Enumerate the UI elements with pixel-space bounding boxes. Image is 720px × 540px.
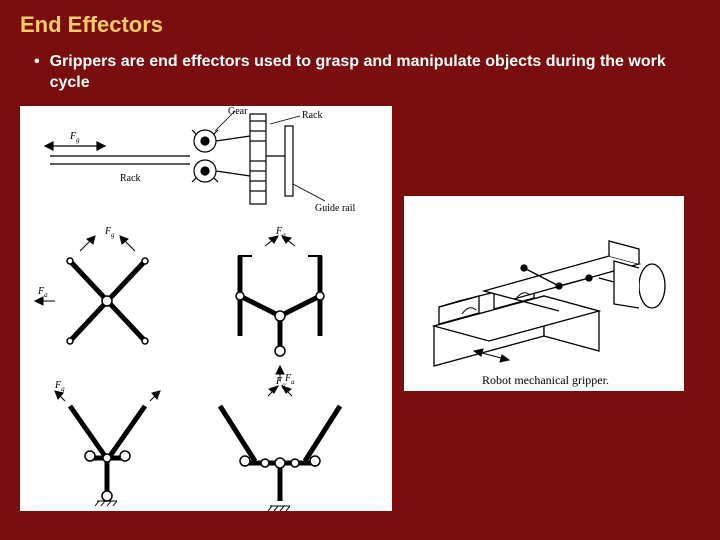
gripper-caption: Robot mechanical gripper. [482, 373, 609, 387]
content-row: Fg Gear Rack Guide rail Rack [20, 106, 700, 511]
rack2-label: Rack [120, 173, 141, 184]
fa-label-2: Fa [284, 373, 295, 386]
bullet-text: Grippers are end effectors used to grasp… [50, 52, 700, 94]
bullet-item: • Grippers are end effectors used to gra… [34, 52, 700, 94]
bullet-marker: • [34, 52, 40, 73]
slide-container: End Effectors • Grippers are end effecto… [0, 0, 720, 540]
guide-rail-label: Guide rail [315, 203, 355, 214]
fg-label: Fg [69, 131, 80, 144]
gripper-mechanisms-diagram: Fg Gear Rack Guide rail Rack [20, 106, 392, 511]
slide-title: End Effectors [20, 12, 700, 38]
gear-label: Gear [228, 106, 248, 117]
robot-gripper-diagram: Robot mechanical gripper. [404, 196, 684, 391]
rack-label: Rack [302, 110, 323, 121]
fg-label-2: Fg [104, 226, 115, 239]
